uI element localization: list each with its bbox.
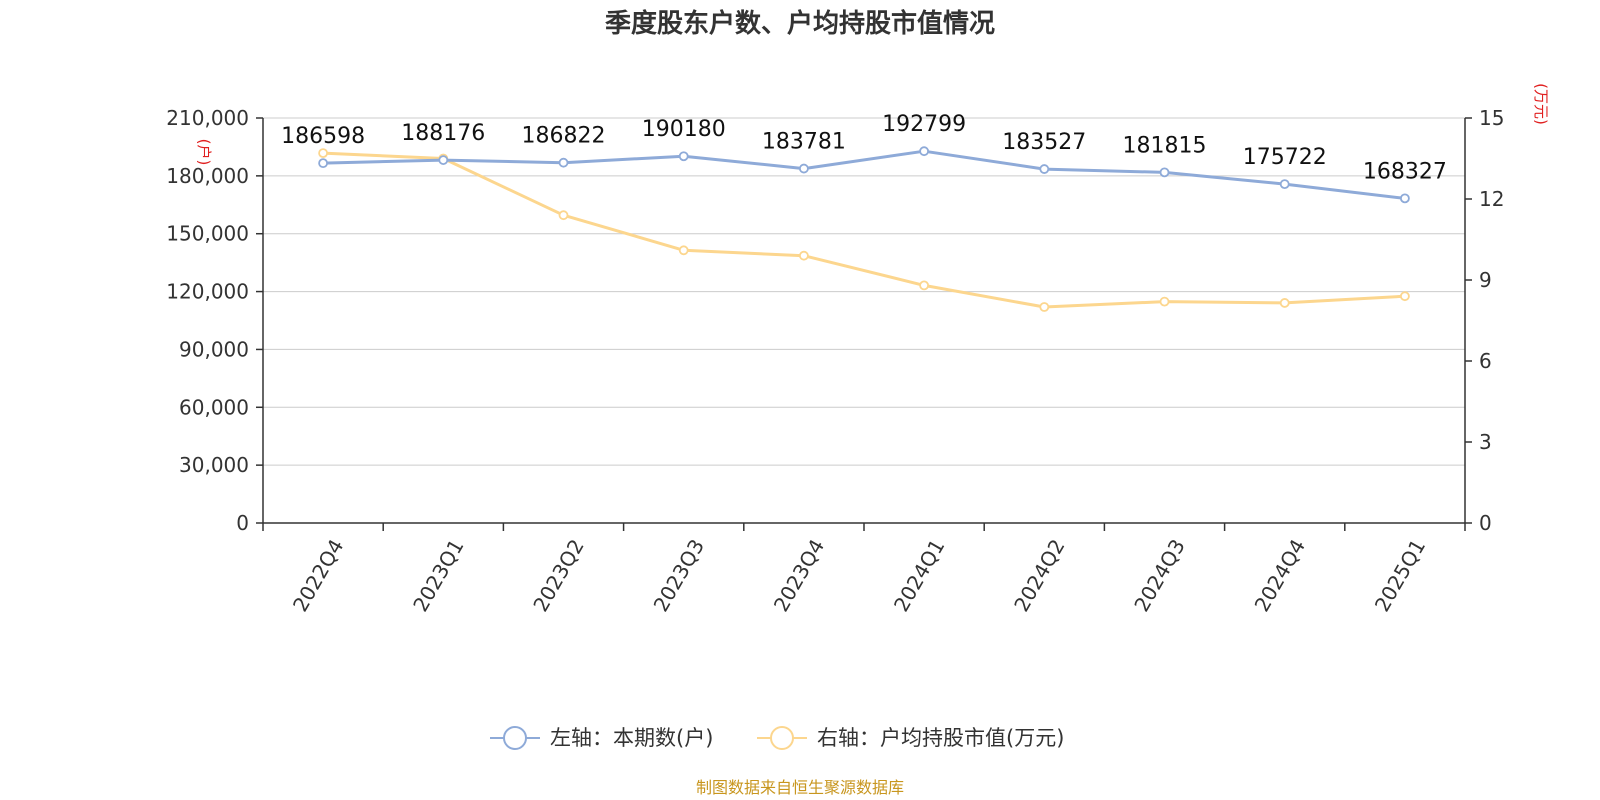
data-label: 183781 xyxy=(762,130,846,155)
legend-right-label: 右轴：户均持股市值(万元) xyxy=(817,726,1064,750)
data-point-left xyxy=(1159,167,1170,178)
x-tick-label: 2023Q2 xyxy=(528,535,588,616)
x-tick-label: 2024Q2 xyxy=(1009,535,1069,616)
right-tick-label: 0 xyxy=(1479,511,1492,535)
right-tick-label: 3 xyxy=(1479,430,1492,454)
left-tick-label: 0 xyxy=(236,511,249,535)
data-point-right xyxy=(919,280,929,291)
right-tick-label: 6 xyxy=(1479,349,1492,373)
data-label: 186822 xyxy=(522,124,606,149)
left-tick-label: 210,000 xyxy=(166,106,249,130)
data-label: 183527 xyxy=(1002,130,1086,155)
x-tick-label: 2024Q4 xyxy=(1250,535,1310,616)
data-point-left xyxy=(799,163,809,174)
legend-item-right[interactable]: 右轴：户均持股市值(万元) xyxy=(757,726,1064,750)
left-axis-unit: (户) xyxy=(195,139,213,166)
grid-lines xyxy=(263,117,1465,466)
x-tick-label: 2024Q1 xyxy=(889,535,949,616)
right-tick-label: 9 xyxy=(1479,268,1492,292)
data-label: 181815 xyxy=(1123,133,1207,158)
data-point-left xyxy=(558,157,569,168)
axes: 0 30,000 60,000 90,000 120,000 150,000 180,000… xyxy=(166,106,1504,616)
data-point-right xyxy=(318,148,329,159)
data-label: 192799 xyxy=(882,112,966,137)
source-note: 制图数据来自恒生聚源数据库 xyxy=(696,778,904,797)
data-label: 175722 xyxy=(1243,145,1327,170)
series-line-right xyxy=(321,151,1407,309)
data-point-right xyxy=(558,210,569,221)
x-tick-label: 2022Q4 xyxy=(288,535,348,616)
left-tick-label: 60,000 xyxy=(179,395,249,419)
series-line-left xyxy=(321,149,1407,200)
data-point-right xyxy=(1159,296,1170,307)
data-point-left xyxy=(919,146,929,157)
data-point-right xyxy=(1039,302,1050,312)
data-point-left xyxy=(1400,193,1410,204)
x-tick-label: 2025Q1 xyxy=(1370,535,1430,616)
data-point-left xyxy=(1039,164,1050,174)
data-label: 188176 xyxy=(401,121,485,146)
legend-left-marker xyxy=(503,726,527,750)
left-tick-label: 30,000 xyxy=(179,453,249,477)
legend-left-label: 左轴：本期数(户) xyxy=(550,726,713,750)
x-tick-label: 2024Q3 xyxy=(1129,535,1189,616)
x-tick-label: 2023Q1 xyxy=(408,535,468,616)
data-point-right xyxy=(799,250,809,261)
legend-right-marker xyxy=(770,726,794,750)
right-tick-label: 12 xyxy=(1479,187,1504,211)
left-tick-label: 120,000 xyxy=(166,280,249,304)
data-point-left xyxy=(1279,179,1290,190)
left-tick-label: 150,000 xyxy=(166,222,249,246)
legend-item-left[interactable]: 左轴：本期数(户) xyxy=(490,726,713,750)
left-tick-label: 180,000 xyxy=(166,164,249,188)
right-tick-label: 15 xyxy=(1479,106,1504,130)
x-tick-label: 2023Q3 xyxy=(649,535,709,616)
legend[interactable]: 左轴：本期数(户) 右轴：户均持股市值(万元) xyxy=(490,726,1064,750)
data-point-right xyxy=(1400,291,1410,302)
series-layer: 186598 188176 186822 190180 183781 192799 1835… xyxy=(281,112,1447,312)
chart-title: 季度股东户数、户均持股市值情况 xyxy=(605,8,995,39)
data-point-left xyxy=(318,158,329,169)
data-label: 168327 xyxy=(1363,159,1447,184)
data-point-left xyxy=(438,155,449,165)
right-axis-unit: (万元) xyxy=(1532,83,1550,125)
data-label: 186598 xyxy=(281,124,365,149)
data-label: 190180 xyxy=(642,117,726,142)
data-point-right xyxy=(678,245,689,256)
x-tick-label: 2023Q4 xyxy=(769,535,829,616)
data-point-left xyxy=(678,151,689,162)
left-tick-label: 90,000 xyxy=(179,337,249,361)
data-point-right xyxy=(1279,298,1290,308)
